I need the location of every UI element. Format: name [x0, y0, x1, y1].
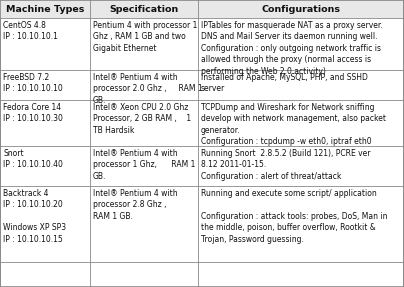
Text: TCPDump and Wireshark for Network sniffing
develop with network management, also: TCPDump and Wireshark for Network sniffi… — [201, 103, 386, 146]
Text: Running Snort  2.8.5.2 (Build 121), PCRE ver
8.12 2011-01-15.
Configuration : al: Running Snort 2.8.5.2 (Build 121), PCRE … — [201, 149, 370, 181]
Text: Running and execute some script/ application

Configuration : attack tools: prob: Running and execute some script/ applica… — [201, 189, 387, 244]
Text: Snort
IP : 10.10.10.40: Snort IP : 10.10.10.40 — [3, 149, 63, 169]
Text: Machine Types: Machine Types — [6, 5, 84, 13]
Text: Intel® Xeon CPU 2.0 Ghz
Processor, 2 GB RAM ,    1
TB Hardsik: Intel® Xeon CPU 2.0 Ghz Processor, 2 GB … — [93, 103, 191, 135]
Text: Intel® Pentium 4 with
processor 2.8 Ghz ,
RAM 1 GB.: Intel® Pentium 4 with processor 2.8 Ghz … — [93, 189, 178, 221]
Bar — [0, 0, 403, 18]
Text: Backtrack 4
IP : 10.10.10.20

Windows XP SP3
IP : 10.10.10.15: Backtrack 4 IP : 10.10.10.20 Windows XP … — [3, 189, 66, 244]
Text: Fedora Core 14
IP : 10.10.10.30: Fedora Core 14 IP : 10.10.10.30 — [3, 103, 63, 123]
Text: Installed of Apache, MySQL, PHP, and SSHD
server: Installed of Apache, MySQL, PHP, and SSH… — [201, 73, 368, 94]
Text: Intel® Pentium 4 with
processor 1 Ghz,      RAM 1
GB.: Intel® Pentium 4 with processor 1 Ghz, R… — [93, 149, 196, 181]
Text: FreeBSD 7.2
IP : 10.10.10.10: FreeBSD 7.2 IP : 10.10.10.10 — [3, 73, 63, 94]
Text: Specification: Specification — [109, 5, 179, 13]
Text: CentOS 4.8
IP : 10.10.10.1: CentOS 4.8 IP : 10.10.10.1 — [3, 21, 58, 41]
Text: Configurations: Configurations — [261, 5, 340, 13]
Text: Intel® Pentium 4 with
processor 2.0 Ghz ,     RAM 1
GB.: Intel® Pentium 4 with processor 2.0 Ghz … — [93, 73, 203, 105]
Text: IPTables for masquerade NAT as a proxy server.
DNS and Mail Server its daemon ru: IPTables for masquerade NAT as a proxy s… — [201, 21, 383, 76]
Text: Pentium 4 with processor 1
Ghz , RAM 1 GB and two
Gigabit Ethernet: Pentium 4 with processor 1 Ghz , RAM 1 G… — [93, 21, 198, 53]
